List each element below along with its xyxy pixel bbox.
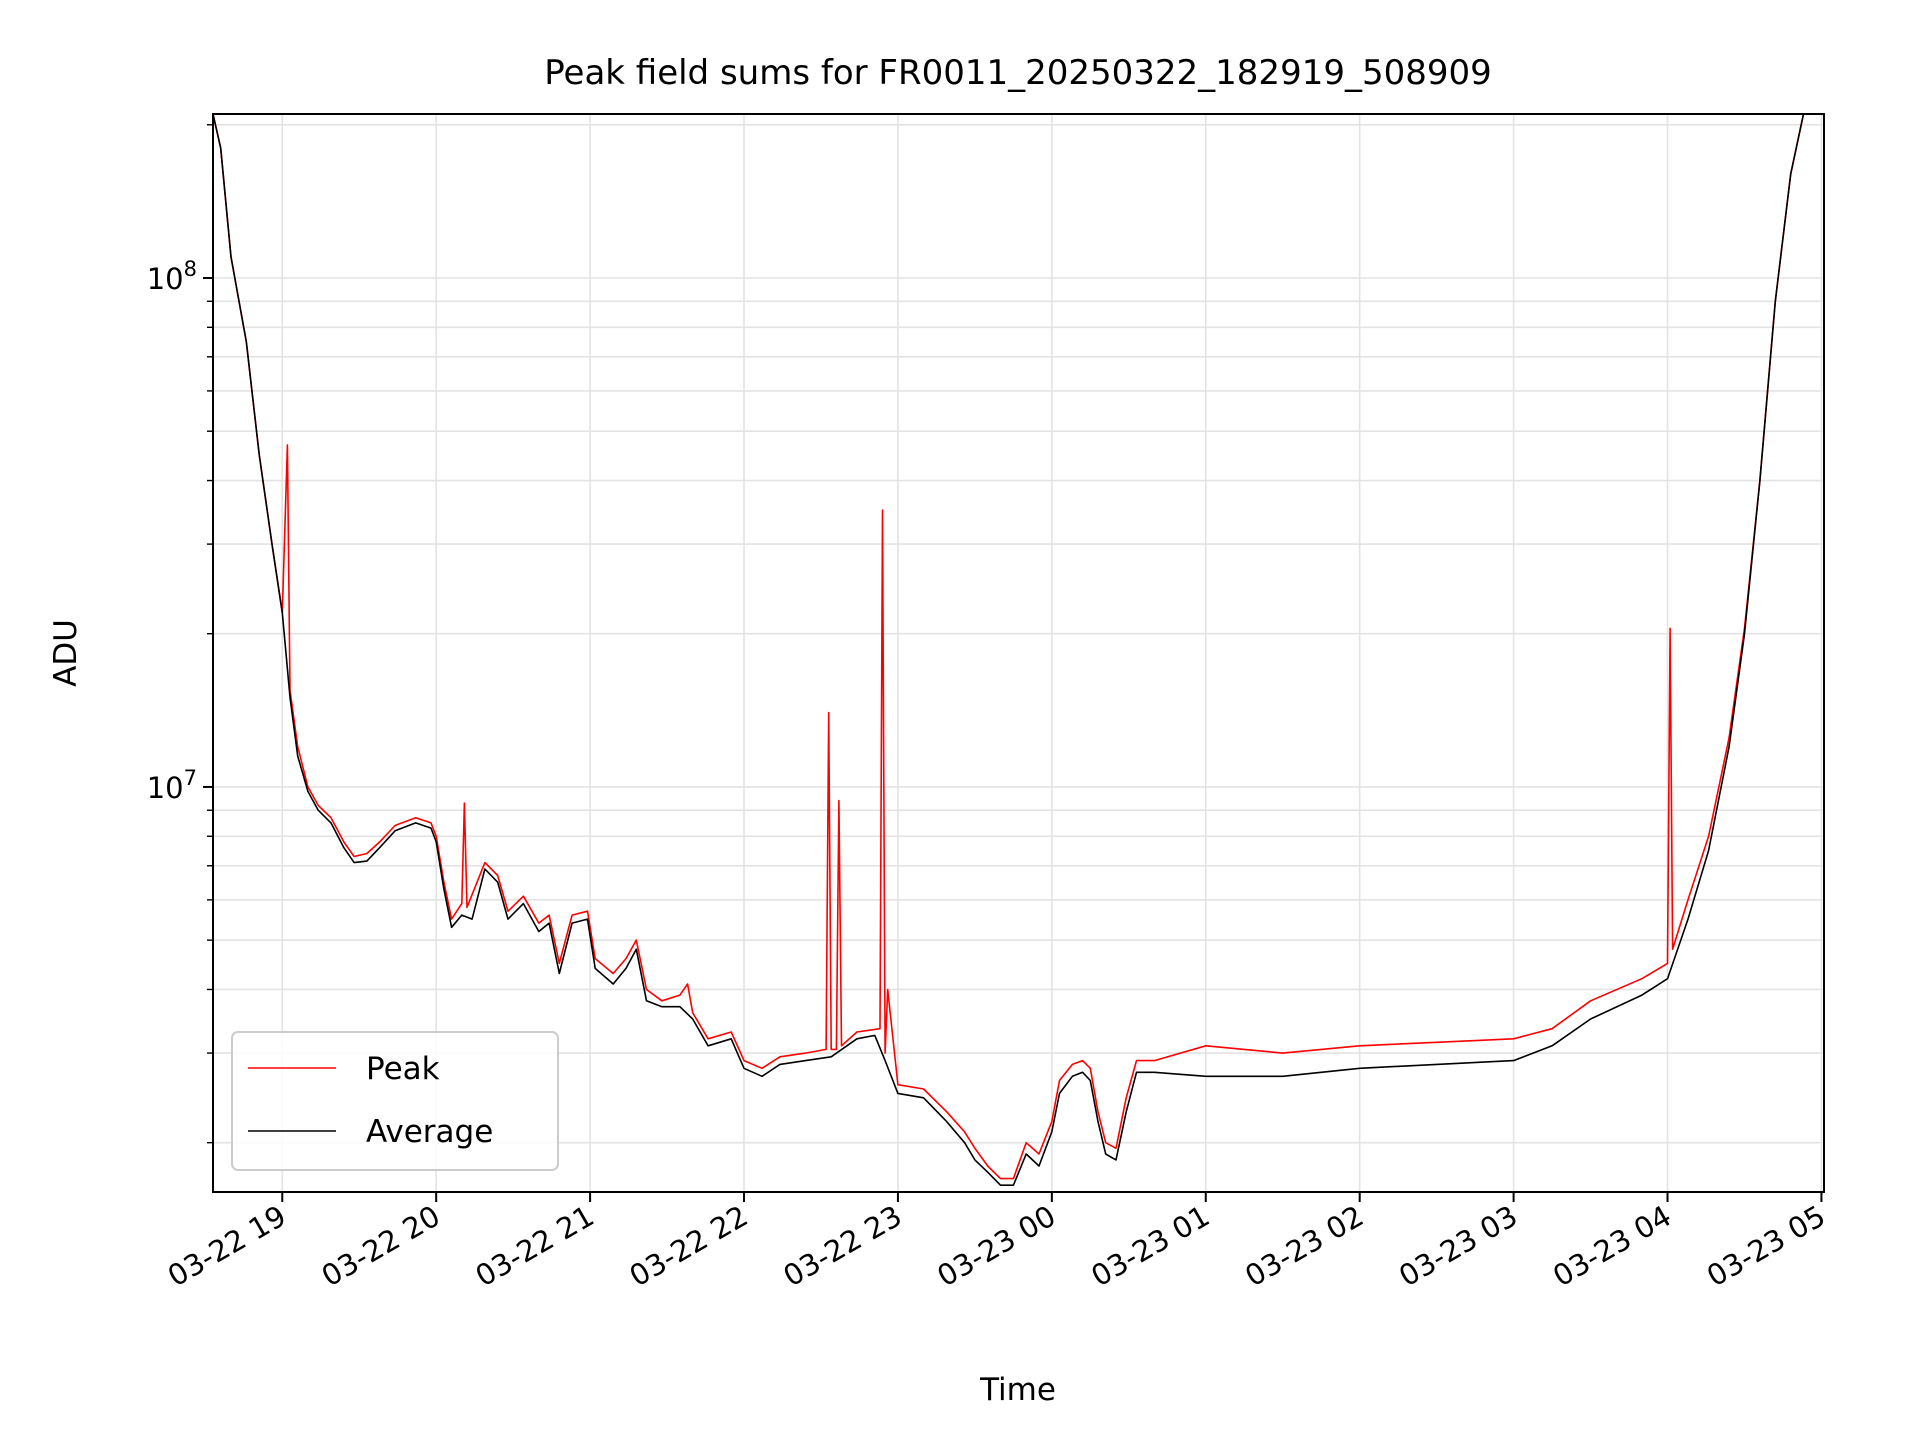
y-tick-label: 107 bbox=[147, 766, 197, 805]
grid bbox=[213, 114, 1824, 1192]
series-line-average bbox=[212, 113, 1824, 1186]
y-axis-label: ADU bbox=[48, 619, 84, 687]
legend-box bbox=[231, 1031, 559, 1171]
series-layer bbox=[212, 113, 1824, 1186]
plot-frame bbox=[212, 113, 1825, 1193]
y-tick-label: 108 bbox=[147, 257, 197, 296]
legend-label-peak: Peak bbox=[366, 1051, 440, 1087]
legend-label-average: Average bbox=[366, 1114, 493, 1150]
chart-title: Peak field sums for FR0011_20250322_1829… bbox=[544, 53, 1492, 93]
legend: Peak Average bbox=[231, 1031, 559, 1171]
series-line-peak bbox=[212, 113, 1824, 1180]
x-axis-label: Time bbox=[979, 1372, 1056, 1408]
